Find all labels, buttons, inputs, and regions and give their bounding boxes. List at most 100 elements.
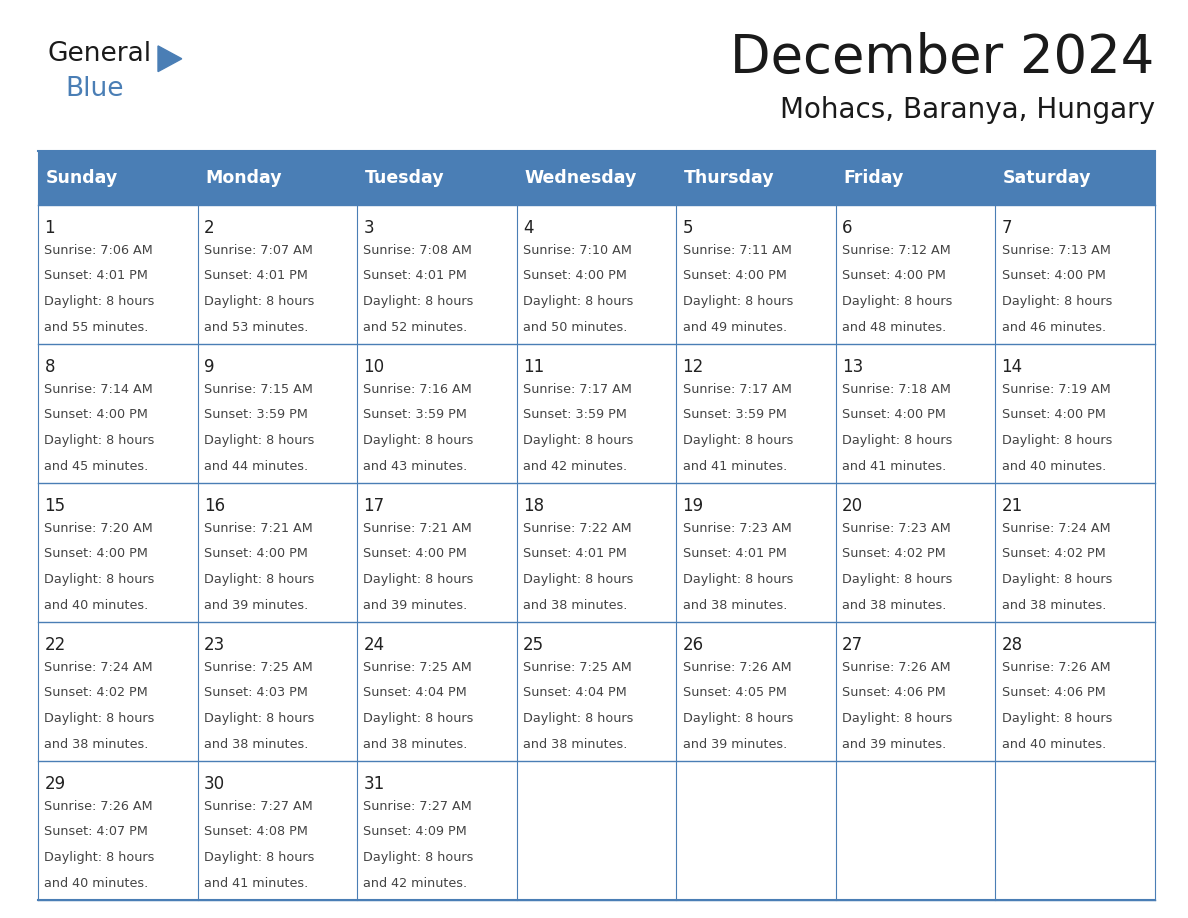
- Text: Sunrise: 7:23 AM: Sunrise: 7:23 AM: [842, 521, 950, 534]
- Text: and 41 minutes.: and 41 minutes.: [842, 460, 947, 473]
- Text: 15: 15: [44, 497, 65, 515]
- Text: 26: 26: [683, 635, 703, 654]
- Bar: [996, 343, 1155, 483]
- Bar: [197, 205, 358, 343]
- Text: 7: 7: [1001, 218, 1012, 237]
- Bar: [676, 343, 835, 483]
- Bar: [996, 205, 1155, 343]
- Text: Daylight: 8 hours: Daylight: 8 hours: [204, 573, 315, 586]
- Bar: [197, 151, 358, 205]
- Text: Sunset: 4:03 PM: Sunset: 4:03 PM: [204, 687, 308, 700]
- Text: and 40 minutes.: and 40 minutes.: [44, 599, 148, 611]
- Text: and 46 minutes.: and 46 minutes.: [1001, 320, 1106, 334]
- Text: Daylight: 8 hours: Daylight: 8 hours: [204, 295, 315, 308]
- Text: Sunrise: 7:07 AM: Sunrise: 7:07 AM: [204, 243, 312, 257]
- Text: and 43 minutes.: and 43 minutes.: [364, 460, 468, 473]
- Text: Daylight: 8 hours: Daylight: 8 hours: [1001, 573, 1112, 586]
- Text: and 42 minutes.: and 42 minutes.: [523, 460, 627, 473]
- Text: Thursday: Thursday: [684, 169, 775, 187]
- Text: and 41 minutes.: and 41 minutes.: [204, 877, 308, 890]
- Text: 2: 2: [204, 218, 215, 237]
- Text: 31: 31: [364, 775, 385, 792]
- Text: Sunrise: 7:26 AM: Sunrise: 7:26 AM: [44, 800, 153, 812]
- Text: Tuesday: Tuesday: [365, 169, 444, 187]
- Text: Sunrise: 7:16 AM: Sunrise: 7:16 AM: [364, 383, 472, 396]
- Text: Daylight: 8 hours: Daylight: 8 hours: [842, 573, 953, 586]
- Text: Sunrise: 7:24 AM: Sunrise: 7:24 AM: [44, 661, 153, 674]
- Text: 29: 29: [44, 775, 65, 792]
- Text: Sunrise: 7:22 AM: Sunrise: 7:22 AM: [523, 521, 632, 534]
- Bar: [358, 761, 517, 900]
- Text: Sunrise: 7:25 AM: Sunrise: 7:25 AM: [523, 661, 632, 674]
- Text: 24: 24: [364, 635, 385, 654]
- Bar: [835, 761, 996, 900]
- Text: Sunrise: 7:20 AM: Sunrise: 7:20 AM: [44, 521, 153, 534]
- Text: Sunset: 3:59 PM: Sunset: 3:59 PM: [683, 409, 786, 421]
- Text: Daylight: 8 hours: Daylight: 8 hours: [364, 295, 474, 308]
- Text: Daylight: 8 hours: Daylight: 8 hours: [364, 851, 474, 864]
- Text: Sunrise: 7:17 AM: Sunrise: 7:17 AM: [523, 383, 632, 396]
- Text: 19: 19: [683, 497, 703, 515]
- Text: Daylight: 8 hours: Daylight: 8 hours: [842, 434, 953, 447]
- Text: and 38 minutes.: and 38 minutes.: [1001, 599, 1106, 611]
- Text: Wednesday: Wednesday: [525, 169, 637, 187]
- Bar: [358, 483, 517, 621]
- Text: Sunset: 4:00 PM: Sunset: 4:00 PM: [842, 269, 946, 283]
- Bar: [996, 151, 1155, 205]
- Text: Sunset: 4:00 PM: Sunset: 4:00 PM: [364, 547, 467, 560]
- Bar: [996, 621, 1155, 761]
- Bar: [38, 621, 197, 761]
- Text: Daylight: 8 hours: Daylight: 8 hours: [683, 434, 792, 447]
- Text: Sunrise: 7:12 AM: Sunrise: 7:12 AM: [842, 243, 950, 257]
- Text: Sunrise: 7:13 AM: Sunrise: 7:13 AM: [1001, 243, 1111, 257]
- Bar: [676, 483, 835, 621]
- Text: Sunset: 4:00 PM: Sunset: 4:00 PM: [523, 269, 627, 283]
- Bar: [676, 621, 835, 761]
- Text: Sunrise: 7:06 AM: Sunrise: 7:06 AM: [44, 243, 153, 257]
- Bar: [835, 621, 996, 761]
- Text: 30: 30: [204, 775, 225, 792]
- Text: Sunrise: 7:10 AM: Sunrise: 7:10 AM: [523, 243, 632, 257]
- Text: Daylight: 8 hours: Daylight: 8 hours: [683, 712, 792, 725]
- Text: 20: 20: [842, 497, 864, 515]
- Text: Daylight: 8 hours: Daylight: 8 hours: [44, 851, 154, 864]
- Text: Daylight: 8 hours: Daylight: 8 hours: [1001, 295, 1112, 308]
- Text: Sunrise: 7:27 AM: Sunrise: 7:27 AM: [364, 800, 472, 812]
- Bar: [38, 343, 197, 483]
- Text: 6: 6: [842, 218, 853, 237]
- Text: Sunset: 4:02 PM: Sunset: 4:02 PM: [1001, 547, 1105, 560]
- Bar: [517, 621, 676, 761]
- Text: 12: 12: [683, 358, 703, 375]
- Text: 16: 16: [204, 497, 225, 515]
- Text: Sunrise: 7:08 AM: Sunrise: 7:08 AM: [364, 243, 473, 257]
- Text: Daylight: 8 hours: Daylight: 8 hours: [1001, 434, 1112, 447]
- Text: and 38 minutes.: and 38 minutes.: [204, 738, 309, 751]
- Text: Daylight: 8 hours: Daylight: 8 hours: [523, 573, 633, 586]
- Text: Sunset: 4:00 PM: Sunset: 4:00 PM: [842, 409, 946, 421]
- Text: December 2024: December 2024: [731, 32, 1155, 84]
- Text: 21: 21: [1001, 497, 1023, 515]
- Text: and 55 minutes.: and 55 minutes.: [44, 320, 148, 334]
- Text: Daylight: 8 hours: Daylight: 8 hours: [44, 295, 154, 308]
- Text: and 40 minutes.: and 40 minutes.: [44, 877, 148, 890]
- Bar: [38, 205, 197, 343]
- Text: Daylight: 8 hours: Daylight: 8 hours: [364, 712, 474, 725]
- Bar: [676, 761, 835, 900]
- Text: Daylight: 8 hours: Daylight: 8 hours: [44, 712, 154, 725]
- Text: 18: 18: [523, 497, 544, 515]
- Bar: [358, 621, 517, 761]
- Text: Sunrise: 7:18 AM: Sunrise: 7:18 AM: [842, 383, 950, 396]
- Text: Daylight: 8 hours: Daylight: 8 hours: [44, 573, 154, 586]
- Text: Sunset: 4:00 PM: Sunset: 4:00 PM: [1001, 269, 1106, 283]
- Text: Daylight: 8 hours: Daylight: 8 hours: [842, 295, 953, 308]
- Text: Daylight: 8 hours: Daylight: 8 hours: [364, 573, 474, 586]
- Bar: [197, 483, 358, 621]
- Bar: [996, 761, 1155, 900]
- Text: Sunset: 3:59 PM: Sunset: 3:59 PM: [364, 409, 467, 421]
- Text: Sunrise: 7:11 AM: Sunrise: 7:11 AM: [683, 243, 791, 257]
- Text: and 39 minutes.: and 39 minutes.: [842, 738, 947, 751]
- Bar: [517, 343, 676, 483]
- Text: Daylight: 8 hours: Daylight: 8 hours: [1001, 712, 1112, 725]
- Text: Sunset: 4:00 PM: Sunset: 4:00 PM: [44, 547, 148, 560]
- Text: Sunrise: 7:24 AM: Sunrise: 7:24 AM: [1001, 521, 1111, 534]
